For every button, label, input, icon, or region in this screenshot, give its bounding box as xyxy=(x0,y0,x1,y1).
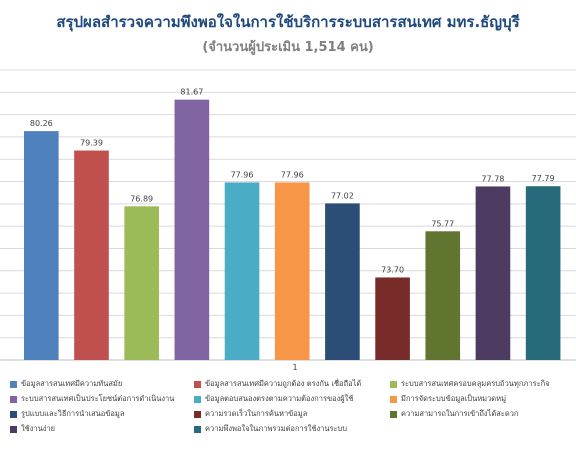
data-label: 79.39 xyxy=(80,139,103,148)
legend-label: ข้อมูลสารสนเทศมีความถูกต้อง ตรงกัน เชื่อ… xyxy=(205,379,362,388)
legend-item: ข้อมูลตอบสนองตรงตามความต้องการของผู้ใช้ xyxy=(194,393,390,405)
legend-label: ระบบสารสนเทศครอบคลุมครบถ้วนทุกภาระกิจ xyxy=(401,379,550,388)
bar xyxy=(74,150,109,360)
legend-label: ใช้งานง่าย xyxy=(21,424,56,433)
legend-item: ความพึงพอใจในภาพรวมต่อการใช้งานระบบ xyxy=(194,423,390,435)
legend-swatch xyxy=(10,410,17,418)
bar xyxy=(274,182,310,360)
data-label: 75.77 xyxy=(431,219,454,228)
legend-swatch xyxy=(390,395,397,403)
data-label: 80.26 xyxy=(30,119,53,128)
legend-label: ข้อมูลตอบสนองตรงตามความต้องการของผู้ใช้ xyxy=(205,394,354,403)
legend-swatch xyxy=(390,410,397,418)
legend-swatch xyxy=(10,380,17,388)
bar xyxy=(425,231,461,360)
data-label: 81.67 xyxy=(180,88,203,97)
chart-title: สรุปผลสำรวจความพึงพอใจในการใช้บริการระบบ… xyxy=(56,13,520,31)
chart-subtitle: (จำนวนผู้ประเมิน 1,514 คน) xyxy=(202,40,374,55)
legend-item: ระบบสารสนเทศเป็นประโยชน์ต่อการดำเนินงาน xyxy=(10,393,194,405)
legend-label: ข้อมูลสารสนเทศมีความทันสมัย xyxy=(21,379,123,388)
bar xyxy=(224,182,260,360)
legend-label: ความสามารถในการเข้าถึงได้สะดวก xyxy=(401,409,519,418)
legend-item: ข้อมูลสารสนเทศมีความทันสมัย xyxy=(10,378,194,390)
bar xyxy=(325,203,360,360)
legend-swatch xyxy=(10,395,17,403)
legend-label: รูปแบบและวิธีการนำเสนอข้อมูล xyxy=(21,409,125,418)
data-label: 76.89 xyxy=(130,194,153,203)
legend-label: ความรวดเร็วในการค้นหาข้อมูล xyxy=(205,409,308,418)
bar xyxy=(525,186,561,360)
legend-item: รูปแบบและวิธีการนำเสนอข้อมูล xyxy=(10,408,194,420)
data-label: 73.70 xyxy=(381,265,404,274)
bar xyxy=(375,277,410,360)
legend-swatch xyxy=(194,380,201,388)
data-label: 77.78 xyxy=(481,174,504,183)
chart-legend: ข้อมูลสารสนเทศมีความทันสมัย ข้อมูลสารสนเท… xyxy=(10,378,570,435)
legend-item: ระบบสารสนเทศครอบคลุมครบถ้วนทุกภาระกิจ xyxy=(390,378,570,390)
bar xyxy=(174,99,210,361)
data-label: 77.79 xyxy=(532,174,555,183)
legend-label: ความพึงพอใจในภาพรวมต่อการใช้งานระบบ xyxy=(205,424,348,433)
legend-swatch xyxy=(194,425,201,433)
legend-item: มีการจัดระบบข้อมูลเป็นหมวดหมู่ xyxy=(390,393,570,405)
legend-item: ใช้งานง่าย xyxy=(10,423,194,435)
x-tick-label: 1 xyxy=(292,363,297,372)
bar xyxy=(475,186,511,360)
bar xyxy=(24,131,59,360)
bar xyxy=(124,206,159,360)
legend-label: ระบบสารสนเทศเป็นประโยชน์ต่อการดำเนินงาน xyxy=(21,394,175,403)
legend-swatch xyxy=(194,410,201,418)
data-label: 77.96 xyxy=(281,170,304,179)
data-label: 77.96 xyxy=(231,170,254,179)
legend-swatch xyxy=(10,425,17,433)
data-label: 77.02 xyxy=(331,191,354,200)
bar-chart: 80.26 79.39 76.89 81.67 77.96 77.96 77.02 73.70… xyxy=(0,69,576,372)
legend-swatch xyxy=(390,380,397,388)
legend-label: มีการจัดระบบข้อมูลเป็นหมวดหมู่ xyxy=(401,394,507,403)
legend-item: ความรวดเร็วในการค้นหาข้อมูล xyxy=(194,408,390,420)
legend-item: ความสามารถในการเข้าถึงได้สะดวก xyxy=(390,408,570,420)
legend-swatch xyxy=(194,395,201,403)
legend-item: ข้อมูลสารสนเทศมีความถูกต้อง ตรงกัน เชื่อ… xyxy=(194,378,390,390)
